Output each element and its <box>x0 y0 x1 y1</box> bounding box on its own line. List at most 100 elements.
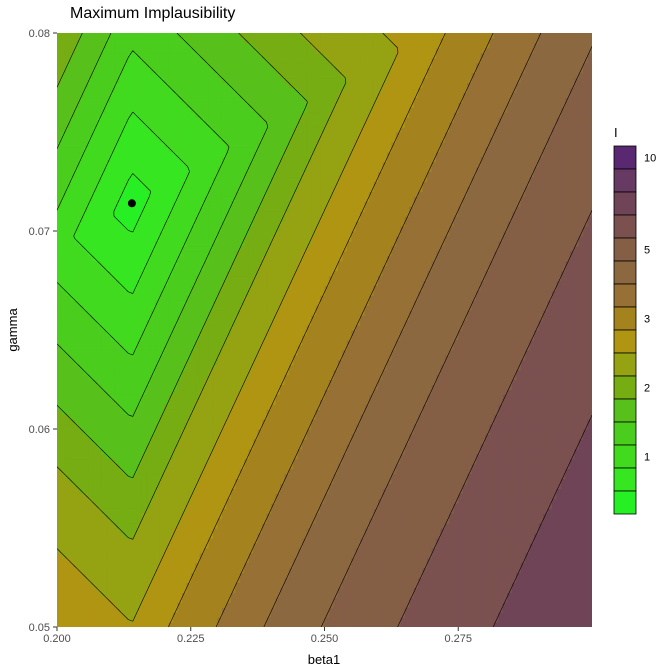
contour-cell <box>284 582 290 588</box>
contour-cell <box>471 448 477 455</box>
contour-cell <box>431 493 437 499</box>
contour-cell <box>489 443 495 450</box>
contour-cell <box>177 562 183 569</box>
contour-cell <box>119 612 125 618</box>
contour-cell <box>61 582 67 588</box>
contour-cell <box>199 448 205 455</box>
contour-cell <box>101 617 107 623</box>
contour-cell <box>88 478 94 485</box>
contour-cell <box>186 419 192 425</box>
contour-cell <box>92 552 98 559</box>
contour-cell <box>74 612 80 618</box>
contour-cell <box>511 483 517 489</box>
contour-cell <box>467 518 473 524</box>
contour-cell <box>373 617 379 623</box>
contour-cell <box>123 493 129 499</box>
contour-cell <box>150 528 156 534</box>
contour-cell <box>413 597 419 603</box>
contour-cell <box>502 542 508 549</box>
contour-cell <box>476 587 482 593</box>
contour-cell <box>320 429 326 435</box>
contour-cell <box>132 622 138 627</box>
contour-cell <box>485 458 491 465</box>
contour-cell <box>150 419 156 425</box>
contour-cell <box>297 587 303 593</box>
contour-cell <box>279 567 285 574</box>
contour-cell <box>302 438 308 445</box>
contour-cell <box>106 468 112 475</box>
contour-cell <box>485 518 491 524</box>
contour-cell <box>574 448 580 455</box>
contour-cell <box>493 572 499 579</box>
contour-cell <box>400 468 406 475</box>
contour-cell <box>458 503 464 509</box>
contour-cell <box>382 508 388 514</box>
contour-cell <box>208 597 214 603</box>
contour-cell <box>101 567 107 574</box>
contour-cell <box>230 577 236 584</box>
contour-cell <box>391 473 397 480</box>
contour-cell <box>293 528 299 534</box>
contour-cell <box>498 562 504 569</box>
contour-cell <box>435 532 442 539</box>
contour-cell <box>583 429 589 435</box>
contour-cell <box>97 622 103 627</box>
contour-cell <box>565 552 571 559</box>
contour-cell <box>516 547 522 554</box>
contour-cell <box>186 513 192 519</box>
contour-cell <box>65 443 71 450</box>
contour-cell <box>507 612 513 618</box>
contour-cell <box>337 483 343 489</box>
contour-cell <box>556 602 562 608</box>
contour-cell <box>208 468 214 475</box>
contour-cell <box>587 612 592 618</box>
contour-cell <box>569 438 575 445</box>
contour-cell <box>248 612 254 618</box>
contour-cell <box>279 607 285 613</box>
contour-cell <box>471 622 477 627</box>
contour-cell <box>560 612 566 618</box>
contour-cell <box>132 488 138 494</box>
contour-cell <box>83 552 89 559</box>
contour-cell <box>257 523 263 529</box>
contour-cell <box>583 597 589 603</box>
contour-cell <box>342 513 348 519</box>
contour-cell <box>306 612 312 618</box>
contour-cell <box>217 453 223 460</box>
contour-cell <box>373 453 379 460</box>
contour-cell <box>547 542 553 549</box>
contour-cell <box>485 562 491 569</box>
contour-cell <box>409 478 415 485</box>
contour-cell <box>119 518 125 524</box>
contour-cell <box>141 542 147 549</box>
contour-cell <box>92 518 98 524</box>
contour-cell <box>284 607 290 613</box>
contour-cell <box>422 557 428 564</box>
contour-cell <box>181 433 187 440</box>
contour-cell <box>587 622 592 627</box>
contour-cell <box>137 547 143 554</box>
contour-cell <box>106 528 112 534</box>
contour-cell <box>333 468 339 475</box>
contour-cell <box>128 523 134 529</box>
contour-cell <box>217 612 223 618</box>
contour-cell <box>391 498 397 504</box>
contour-cell <box>516 448 522 455</box>
contour-cell <box>529 429 535 435</box>
contour-cell <box>400 433 406 440</box>
contour-cell <box>65 513 71 519</box>
contour-cell <box>569 478 575 485</box>
contour-cell <box>306 607 312 613</box>
contour-cell <box>311 478 317 485</box>
contour-cell <box>444 424 450 430</box>
contour-cell <box>168 607 174 613</box>
contour-cell <box>146 523 152 529</box>
contour-cell <box>471 587 477 593</box>
contour-cell <box>221 542 228 549</box>
contour-cell <box>119 537 125 544</box>
contour-cell <box>239 617 245 623</box>
contour-cell <box>467 424 473 430</box>
contour-cell <box>235 607 241 613</box>
contour-cell <box>244 602 250 608</box>
contour-cell <box>190 513 196 519</box>
